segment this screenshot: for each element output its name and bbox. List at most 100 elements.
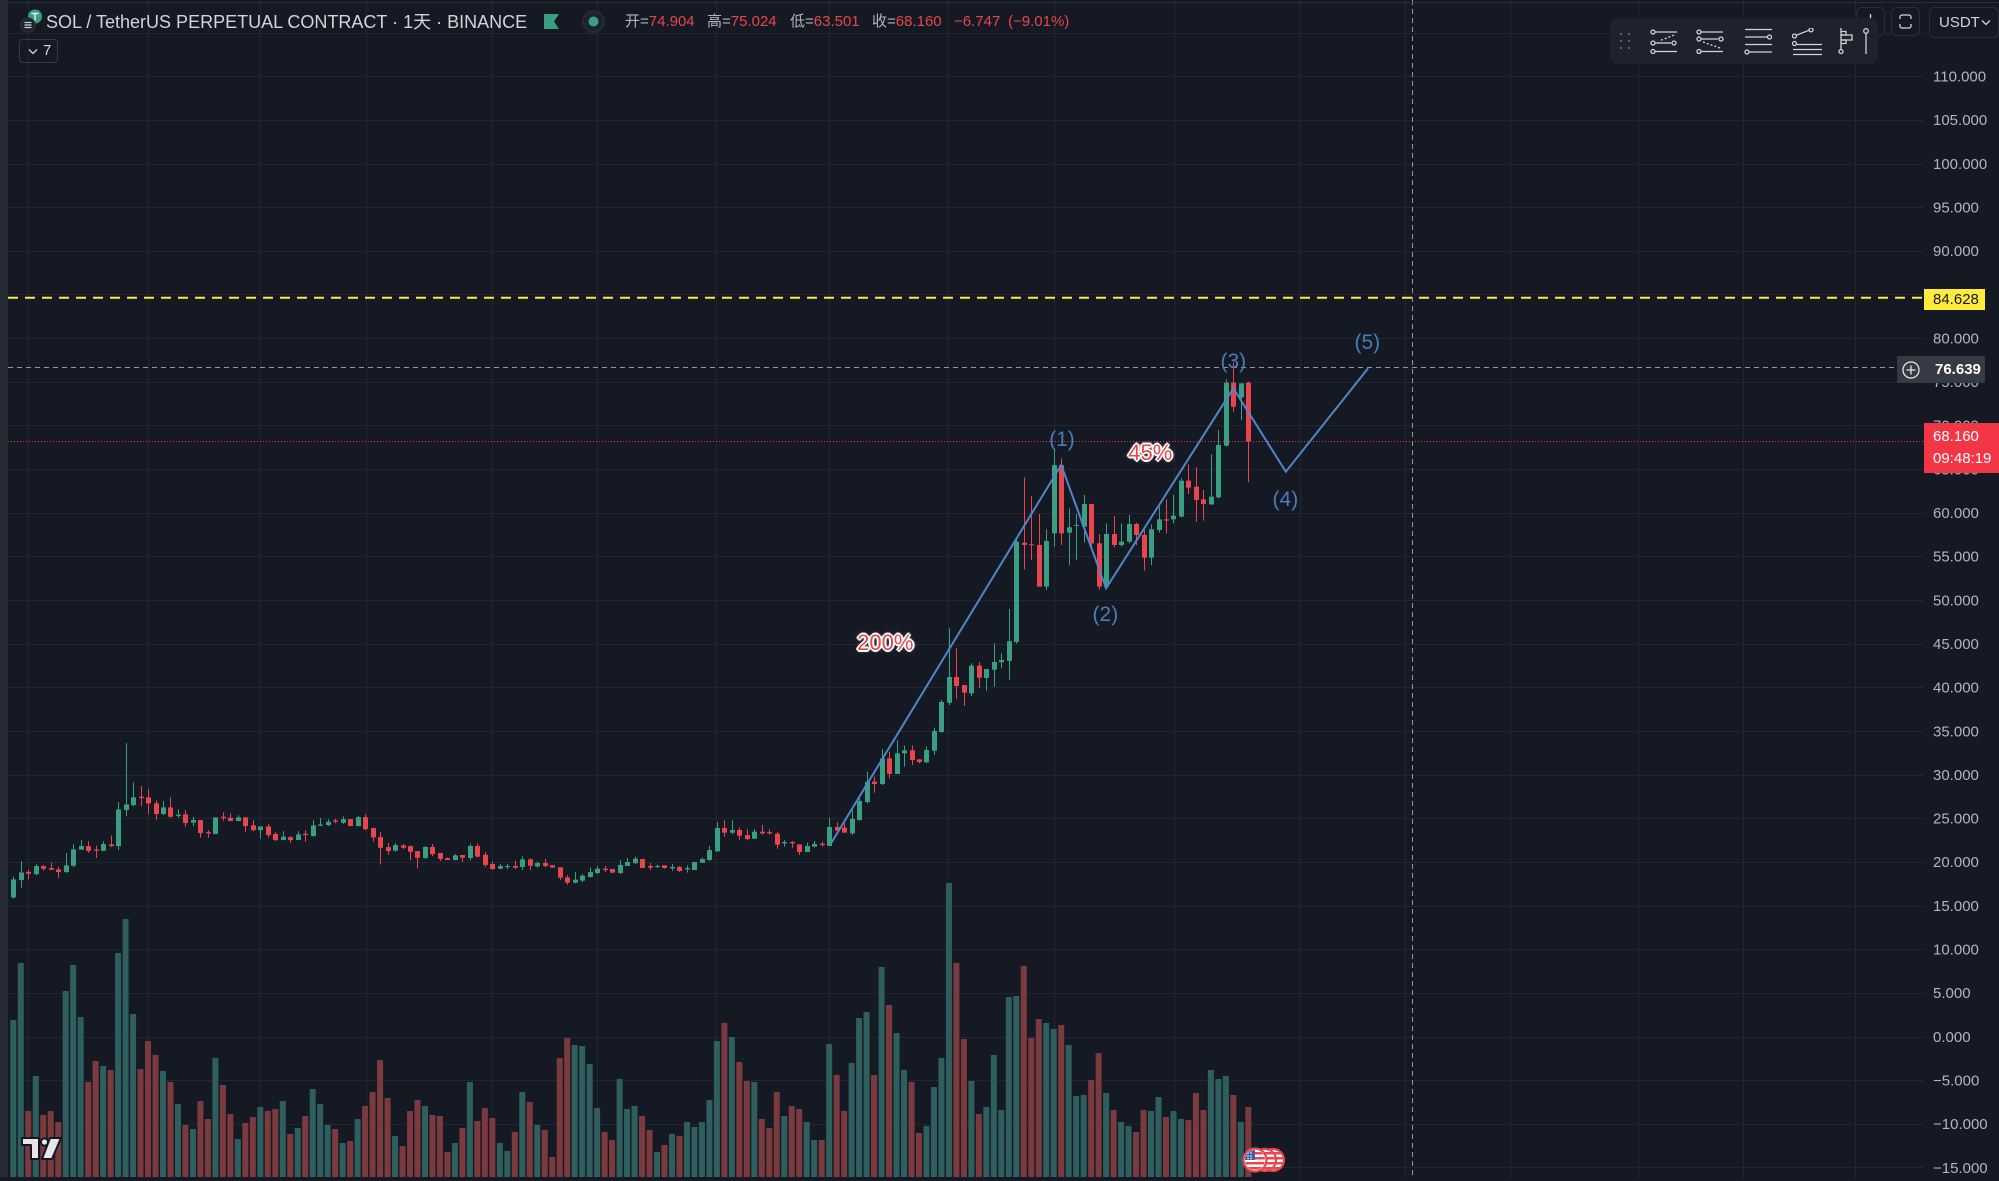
candle xyxy=(760,825,765,835)
candle-wick xyxy=(380,832,381,865)
volume-bar xyxy=(549,1157,556,1177)
candle-body xyxy=(1209,496,1214,505)
candle-body xyxy=(1179,480,1184,517)
candle xyxy=(183,810,188,827)
price-change-percent: (−9.01%) xyxy=(1008,13,1070,30)
fixed-range-volume-profile-tool[interactable] xyxy=(1838,27,1856,55)
price-axis-label: 45.000 xyxy=(1933,636,1979,653)
elliott-wave-line[interactable] xyxy=(830,367,1369,844)
candle-body xyxy=(820,843,825,846)
candle-body xyxy=(558,867,563,878)
candle-wick xyxy=(1031,496,1032,561)
add-alert-plus-icon[interactable] xyxy=(1901,360,1921,380)
candle-body xyxy=(745,835,750,840)
candle-body xyxy=(1052,465,1057,534)
flag-icon[interactable] xyxy=(544,14,560,29)
candle xyxy=(1179,478,1184,518)
candle xyxy=(191,816,196,827)
candle xyxy=(139,786,144,807)
anchored-vwap-tool[interactable] xyxy=(1861,27,1871,55)
volume-bar xyxy=(1133,1132,1140,1177)
candle-wick xyxy=(1024,477,1025,570)
ohlc-close: 收=68.160 xyxy=(872,12,942,32)
candle xyxy=(468,843,473,861)
volume-bar xyxy=(624,1109,631,1177)
volume-bar xyxy=(1125,1126,1132,1177)
candle-body xyxy=(198,820,203,834)
candle xyxy=(34,864,39,876)
candle xyxy=(1201,490,1206,521)
candle-wick xyxy=(949,628,950,706)
volume-bar xyxy=(781,1116,788,1177)
candle xyxy=(146,788,151,815)
volume-bar xyxy=(414,1100,421,1177)
drag-handle[interactable] xyxy=(1618,31,1632,51)
market-status-icon[interactable] xyxy=(582,10,605,33)
candle-body xyxy=(288,837,293,841)
alert-line-price-label: 84.628 xyxy=(1924,289,1985,310)
volume-bar xyxy=(481,1108,488,1177)
volume-bar xyxy=(1028,1038,1035,1177)
candle xyxy=(677,866,682,873)
candle-body xyxy=(303,833,308,836)
volume-bar xyxy=(279,1101,286,1177)
candle-body xyxy=(1231,382,1236,407)
candle xyxy=(109,835,114,848)
candle-wick xyxy=(28,869,29,880)
fib-retracement-tool[interactable] xyxy=(1650,29,1678,54)
trend-based-fib-extension-tool[interactable] xyxy=(1696,29,1724,54)
candle-body xyxy=(438,852,443,860)
candle xyxy=(116,802,121,851)
volume-bar xyxy=(923,1126,930,1177)
candle xyxy=(1014,538,1019,644)
volume-bar xyxy=(204,1119,211,1177)
fib-channel-tool[interactable] xyxy=(1744,28,1773,55)
candle xyxy=(86,841,91,853)
indicators-collapse-toggle[interactable]: 7 xyxy=(19,39,58,63)
candle xyxy=(865,771,870,804)
ohlc-high-value: 75.024 xyxy=(730,13,777,30)
candle-body xyxy=(460,855,465,858)
candle-body xyxy=(243,817,248,827)
volume-bar xyxy=(1162,1117,1169,1177)
candle xyxy=(131,782,136,807)
candle-body xyxy=(101,844,106,851)
candle xyxy=(947,628,952,706)
fullscreen-button[interactable] xyxy=(1891,7,1920,36)
candle-body xyxy=(1022,542,1027,546)
trend-based-fib-time-tool[interactable] xyxy=(1791,28,1823,56)
volume-bar xyxy=(77,1017,84,1177)
drag-handle-icon xyxy=(1619,32,1631,50)
candle-wick xyxy=(305,830,306,842)
symbol-title[interactable]: SOL / TetherUS PERPETUAL CONTRACT · 1天 ·… xyxy=(46,12,528,32)
candle-body xyxy=(191,820,196,823)
tradingview-logo[interactable] xyxy=(20,1136,64,1162)
symbol-logo-icon[interactable] xyxy=(18,6,48,36)
ohlc-low: 低=63.501 xyxy=(790,12,860,32)
volume-bar xyxy=(728,1037,735,1177)
candle xyxy=(625,857,630,867)
volume-bar xyxy=(803,1122,810,1177)
candle-body xyxy=(992,661,997,670)
candle-body xyxy=(341,819,346,823)
price-axis[interactable] xyxy=(1924,0,1999,1177)
candle xyxy=(992,643,997,687)
volume-bar xyxy=(1237,1122,1244,1177)
us-flag-event-icon[interactable] xyxy=(1242,1147,1268,1173)
candle xyxy=(401,844,406,850)
economic-events-markers[interactable] xyxy=(1238,1144,1290,1176)
volume-bar xyxy=(130,1014,137,1177)
volume-bar xyxy=(399,1146,406,1177)
trend-based-fib-extension-icon xyxy=(1696,29,1724,54)
ohlc-open-label: 开= xyxy=(625,13,649,30)
candle xyxy=(1052,449,1057,547)
candle-body xyxy=(528,859,533,866)
candle-body xyxy=(1194,486,1199,501)
volume-bar xyxy=(444,1152,451,1177)
volume-bar xyxy=(960,1039,967,1177)
candle xyxy=(857,798,862,821)
candle-body xyxy=(266,826,271,836)
candle-body xyxy=(1059,465,1064,534)
